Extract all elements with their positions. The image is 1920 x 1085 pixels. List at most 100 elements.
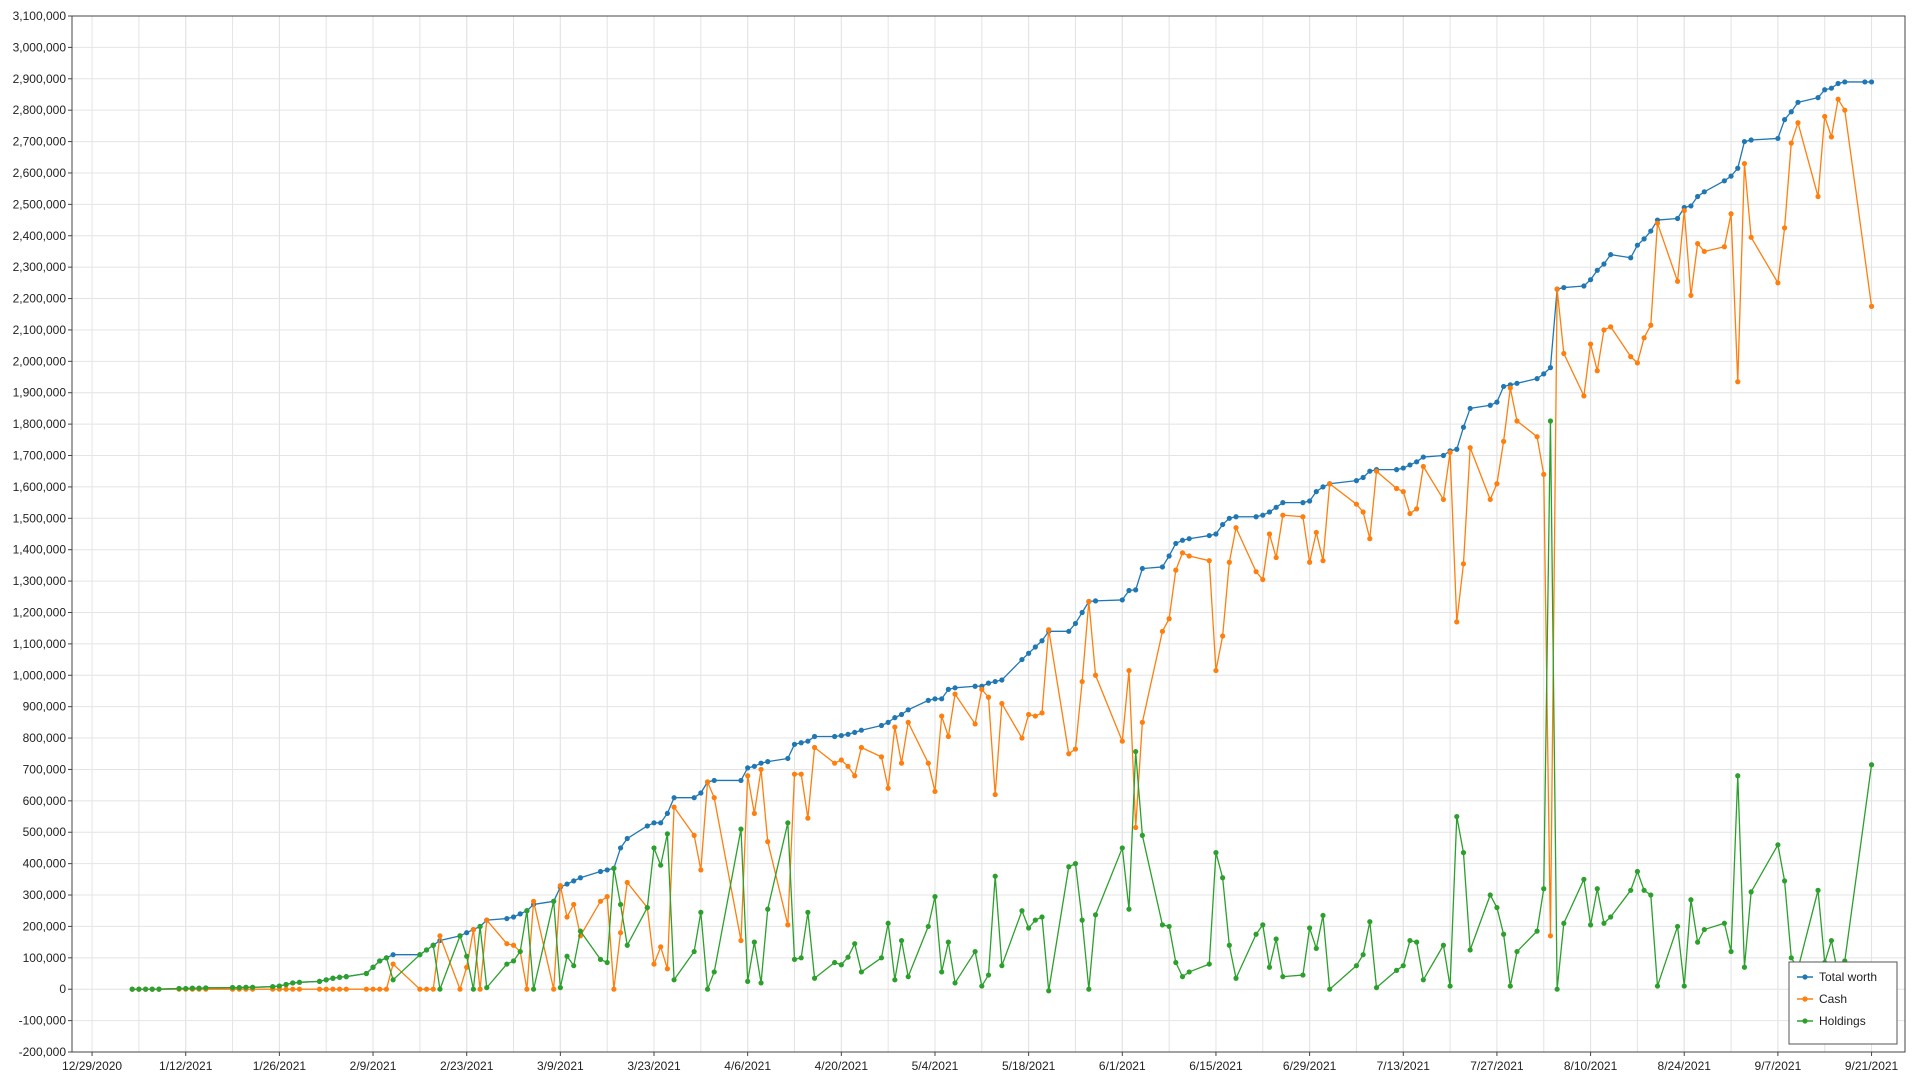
data-point-cash bbox=[972, 721, 978, 727]
data-point-holdings bbox=[1828, 937, 1835, 944]
y-tick-label: 2,900,000 bbox=[13, 72, 67, 86]
data-point-total-worth bbox=[1862, 79, 1868, 85]
data-point-total-worth bbox=[1648, 228, 1654, 234]
data-point-total-worth bbox=[999, 677, 1005, 683]
y-tick-label: 400,000 bbox=[23, 857, 67, 871]
y-tick-label: 1,700,000 bbox=[13, 449, 67, 463]
y-axis: -200,000 -100,000 0 100,000 200,000 300,000 40… bbox=[13, 9, 72, 1059]
data-point-total-worth bbox=[1741, 138, 1748, 145]
data-point-cash bbox=[985, 694, 992, 700]
data-point-cash bbox=[1654, 220, 1661, 226]
data-point-total-worth bbox=[925, 697, 931, 703]
data-point-cash bbox=[1253, 569, 1259, 575]
data-point-cash bbox=[504, 941, 510, 947]
data-point-holdings bbox=[1781, 878, 1788, 884]
x-tick-label: 8/24/2021 bbox=[1658, 1059, 1712, 1073]
data-point-total-worth bbox=[597, 868, 604, 875]
data-point-total-worth bbox=[1307, 498, 1313, 504]
legend-marker-total-worth bbox=[1802, 974, 1808, 980]
data-point-cash bbox=[323, 986, 329, 992]
data-point-holdings bbox=[149, 986, 155, 992]
data-point-cash bbox=[1066, 751, 1072, 757]
series-line-cash bbox=[132, 98, 1873, 990]
y-tick-label: 3,000,000 bbox=[13, 40, 67, 54]
x-tick-label: 12/29/2020 bbox=[62, 1059, 122, 1073]
data-point-total-worth bbox=[1032, 644, 1038, 650]
data-point-holdings bbox=[758, 980, 764, 986]
data-point-cash bbox=[1608, 324, 1614, 330]
y-tick-label: 1,100,000 bbox=[13, 637, 67, 651]
data-point-holdings bbox=[390, 977, 396, 983]
data-point-cash bbox=[892, 724, 898, 730]
data-point-total-worth bbox=[945, 686, 951, 693]
data-point-cash bbox=[651, 961, 657, 967]
data-point-holdings bbox=[1494, 904, 1500, 911]
data-point-cash bbox=[1467, 445, 1473, 451]
data-point-holdings bbox=[1186, 969, 1192, 975]
data-point-holdings bbox=[617, 901, 624, 908]
data-point-total-worth bbox=[845, 731, 851, 737]
data-point-holdings bbox=[1320, 912, 1326, 919]
data-point-holdings bbox=[1026, 925, 1032, 931]
y-tick-label: 2,000,000 bbox=[13, 354, 67, 368]
data-point-cash bbox=[1601, 327, 1607, 333]
data-point-holdings bbox=[1266, 964, 1273, 970]
data-point-holdings bbox=[858, 969, 864, 975]
data-point-total-worth bbox=[758, 760, 764, 766]
data-point-total-worth bbox=[972, 683, 978, 689]
data-point-holdings bbox=[470, 986, 476, 992]
data-point-total-worth bbox=[1822, 87, 1828, 93]
data-point-cash bbox=[423, 986, 430, 992]
data-point-total-worth bbox=[651, 820, 657, 826]
data-point-holdings bbox=[571, 963, 577, 969]
data-point-holdings bbox=[1735, 773, 1741, 779]
data-point-total-worth bbox=[1353, 478, 1360, 484]
data-point-total-worth bbox=[1601, 261, 1607, 267]
data-point-total-worth bbox=[765, 759, 771, 765]
data-point-cash bbox=[383, 986, 390, 992]
data-point-cash bbox=[1775, 280, 1781, 286]
data-point-cash bbox=[1327, 481, 1333, 487]
data-point-cash bbox=[377, 986, 383, 992]
data-point-cash bbox=[671, 804, 677, 810]
data-point-total-worth bbox=[852, 729, 858, 736]
data-point-holdings bbox=[972, 948, 978, 955]
data-point-total-worth bbox=[1159, 564, 1166, 570]
y-tick-label: 2,600,000 bbox=[13, 166, 67, 180]
data-point-cash bbox=[1019, 735, 1025, 741]
data-point-cash bbox=[1541, 471, 1547, 477]
data-point-total-worth bbox=[785, 755, 791, 762]
data-point-holdings bbox=[1815, 887, 1821, 893]
y-tick-label: -100,000 bbox=[19, 1014, 67, 1028]
y-tick-label: 800,000 bbox=[23, 731, 67, 745]
data-point-cash bbox=[992, 791, 998, 798]
x-tick-label: 6/1/2021 bbox=[1099, 1059, 1146, 1073]
data-point-cash bbox=[1373, 468, 1380, 474]
data-point-cash bbox=[597, 898, 604, 904]
x-tick-label: 9/7/2021 bbox=[1755, 1059, 1802, 1073]
data-point-holdings bbox=[765, 906, 771, 912]
data-point-total-worth bbox=[711, 777, 717, 784]
data-point-cash bbox=[979, 686, 985, 693]
data-point-cash bbox=[464, 964, 470, 970]
data-point-holdings bbox=[878, 955, 885, 961]
data-point-total-worth bbox=[898, 711, 905, 718]
y-tick-label: 1,500,000 bbox=[13, 511, 67, 525]
gridlines bbox=[72, 15, 1905, 1053]
data-point-total-worth bbox=[1688, 203, 1694, 209]
data-point-holdings bbox=[316, 978, 323, 984]
legend-label-total-worth: Total worth bbox=[1819, 970, 1877, 984]
data-point-total-worth bbox=[1695, 193, 1701, 200]
y-tick-label: 100,000 bbox=[23, 951, 67, 965]
data-point-holdings bbox=[484, 985, 490, 991]
data-point-holdings bbox=[704, 986, 711, 992]
data-point-cash bbox=[745, 773, 751, 779]
data-point-cash bbox=[1781, 225, 1788, 231]
x-tick-label: 1/26/2021 bbox=[253, 1059, 307, 1073]
data-point-holdings bbox=[1213, 850, 1219, 856]
data-point-holdings bbox=[999, 963, 1005, 969]
data-point-total-worth bbox=[671, 795, 677, 801]
data-point-holdings bbox=[992, 873, 998, 879]
